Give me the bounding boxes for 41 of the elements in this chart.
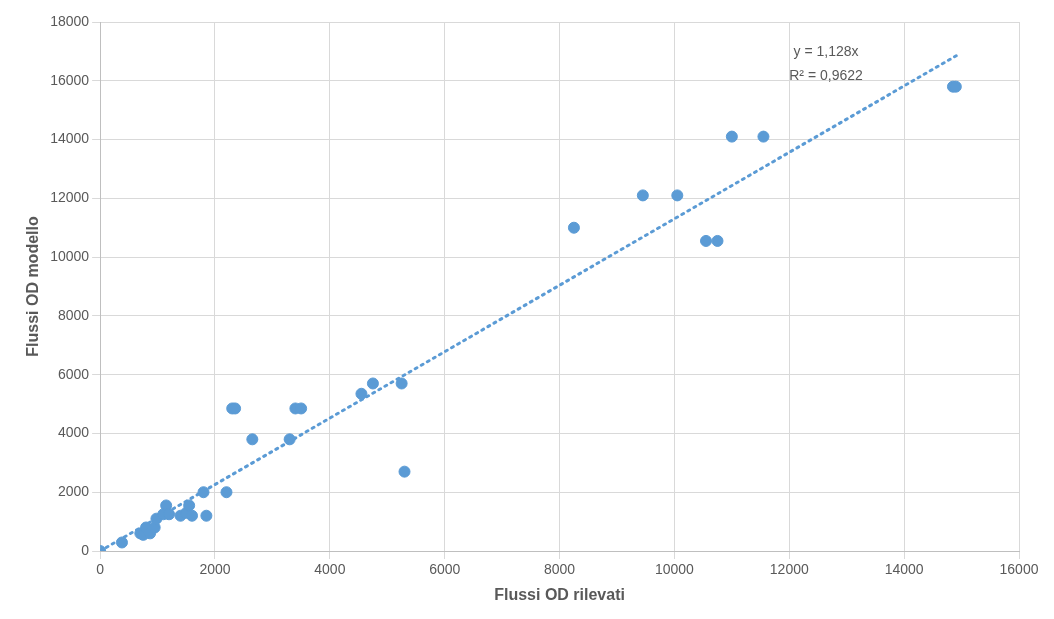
x-tick-label: 8000	[543, 561, 576, 578]
point	[757, 130, 770, 143]
annotation: y = 1,128x	[793, 42, 859, 59]
point	[725, 130, 738, 143]
y-tick-label: 12000	[50, 189, 90, 206]
point	[355, 387, 368, 400]
point	[711, 234, 724, 247]
y-tick-label: 0	[81, 541, 90, 558]
point	[200, 509, 213, 522]
x-tick-label: 4000	[314, 561, 346, 578]
point	[115, 536, 128, 549]
point	[567, 221, 580, 234]
x-tick-label: 12000	[769, 561, 809, 578]
x-tick-label: 0	[96, 561, 105, 578]
point	[186, 509, 199, 522]
point	[197, 486, 210, 499]
y-tick-label: 4000	[57, 424, 90, 441]
y-tick-label: 14000	[50, 130, 90, 147]
y-tick-label: 8000	[57, 306, 90, 323]
point	[671, 189, 684, 202]
point	[700, 234, 713, 247]
x-axis-title: Flussi OD rilevati	[494, 585, 625, 603]
point	[220, 486, 233, 499]
point	[636, 189, 649, 202]
y-tick-label: 2000	[57, 483, 90, 500]
point	[395, 377, 408, 390]
x-tick-label: 6000	[429, 561, 461, 578]
point	[398, 465, 411, 478]
y-axis-title: Flussi OD modello	[24, 216, 42, 357]
y-tick-label: 6000	[57, 365, 90, 382]
y-tick-label: 18000	[50, 12, 90, 29]
point	[283, 433, 296, 446]
x-tick-label: 2000	[199, 561, 231, 578]
y-tick-label: 16000	[50, 71, 90, 88]
point	[366, 377, 379, 390]
x-tick-label: 10000	[654, 561, 695, 578]
annotation: R² = 0,9622	[789, 66, 864, 83]
point	[246, 433, 259, 446]
x-tick-label: 14000	[884, 561, 924, 578]
y-tick-label: 10000	[50, 247, 90, 264]
x-tick-label: 16000	[999, 561, 1039, 578]
